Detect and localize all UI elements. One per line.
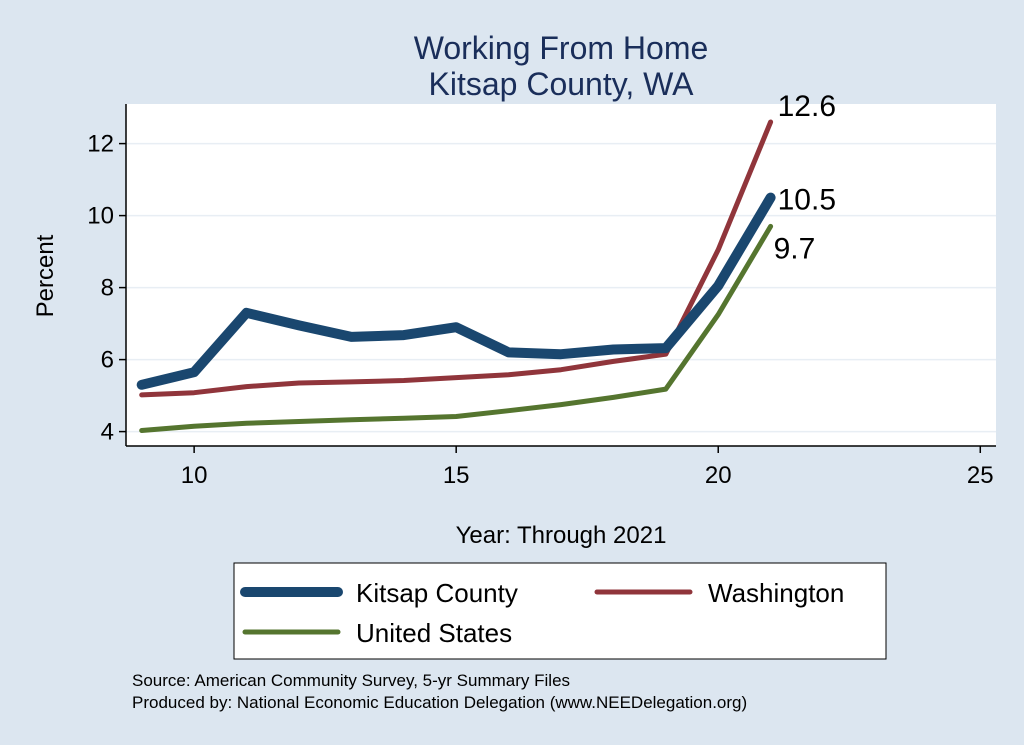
y-tick-label: 4 [101, 419, 114, 446]
legend: Kitsap County Washington United States [233, 562, 887, 660]
series-lines [136, 119, 776, 433]
y-axis-title: Percent [32, 234, 59, 317]
chart-title-line-2: Kitsap County, WA [429, 66, 695, 102]
end-labels: 10.5 12.6 9.7 [774, 90, 836, 265]
legend-label-washington: Washington [708, 578, 844, 608]
series-line-united-states [139, 223, 774, 433]
legend-box [233, 562, 887, 660]
y-tick-label: 12 [87, 131, 114, 158]
x-tick-label: 15 [443, 462, 470, 489]
axis-ticks: 4 6 8 10 12 10 15 20 25 [87, 131, 993, 489]
gridlines [126, 142, 996, 433]
source-note: Source: American Community Survey, 5-yr … [132, 671, 570, 690]
producer-note: Produced by: National Economic Education… [132, 693, 747, 712]
chart-title-line-1: Working From Home [414, 30, 709, 66]
y-tick-label: 10 [87, 203, 114, 230]
axes [125, 104, 996, 447]
series-line-kitsap-county [136, 192, 776, 390]
y-tick-label: 6 [101, 347, 114, 374]
end-label-washington: 12.6 [778, 90, 836, 123]
x-axis-title: Year: Through 2021 [456, 522, 667, 549]
series-line-washington [139, 119, 774, 398]
x-tick-label: 10 [181, 462, 208, 489]
end-label-kitsap-county: 10.5 [778, 184, 836, 217]
x-tick-label: 20 [705, 462, 732, 489]
x-tick-label: 25 [967, 462, 994, 489]
end-label-united-states: 9.7 [774, 232, 816, 265]
legend-label-united-states: United States [356, 618, 512, 648]
legend-label-kitsap-county: Kitsap County [356, 578, 518, 608]
plot-area [126, 104, 996, 446]
y-tick-label: 8 [101, 275, 114, 302]
